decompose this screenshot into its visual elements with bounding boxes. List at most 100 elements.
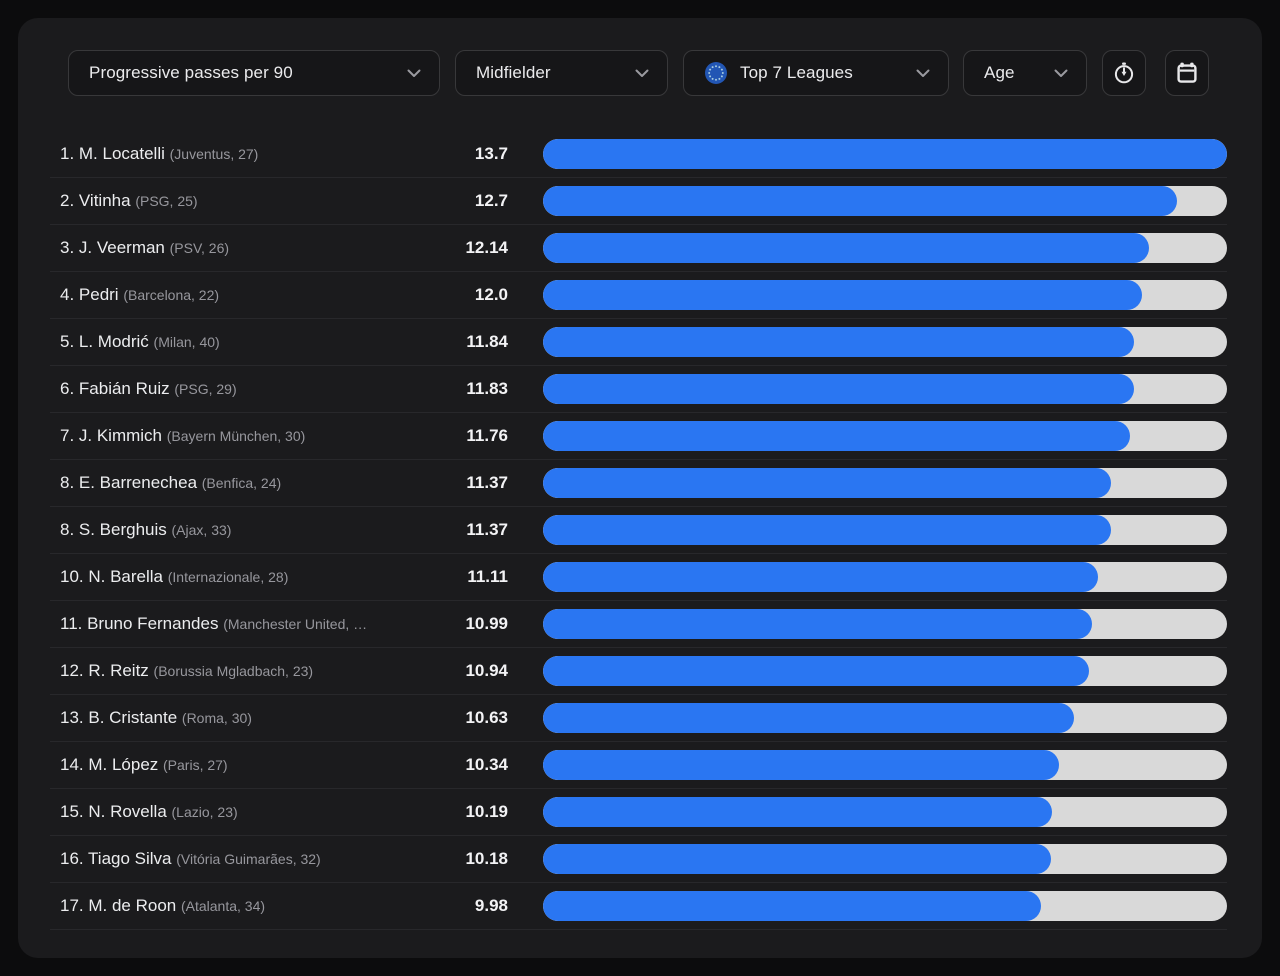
- bar-track: [543, 280, 1227, 310]
- player-row[interactable]: 6. Fabián Ruiz (PSG, 29) 11.83: [50, 366, 1227, 413]
- bar-track: [543, 186, 1227, 216]
- player-row[interactable]: 2. Vitinha (PSG, 25) 12.7: [50, 178, 1227, 225]
- player-row[interactable]: 5. L. Modrić (Milan, 40) 11.84: [50, 319, 1227, 366]
- chevron-down-icon: [635, 69, 649, 77]
- bar-track: [543, 421, 1227, 451]
- player-row[interactable]: 11. Bruno Fernandes (Manchester United, …: [50, 601, 1227, 648]
- bar-track: [543, 233, 1227, 263]
- bar-fill: [543, 797, 1052, 827]
- bar-cell: [543, 797, 1227, 827]
- player-team-age: (Internazionale, 28): [167, 569, 289, 585]
- player-team-age: (PSG, 29): [174, 381, 237, 397]
- player-row[interactable]: 15. N. Rovella (Lazio, 23) 10.19: [50, 789, 1227, 836]
- player-value: 10.63: [465, 708, 508, 727]
- bar-fill: [543, 891, 1042, 921]
- chevron-down-icon: [916, 69, 930, 77]
- player-row[interactable]: 10. N. Barella (Internazionale, 28) 11.1…: [50, 554, 1227, 601]
- player-name: 13. B. Cristante (Roma, 30): [60, 708, 252, 727]
- player-value: 12.7: [474, 191, 508, 210]
- bar-fill: [543, 280, 1143, 310]
- bar-track: [543, 609, 1227, 639]
- player-team-age: (Paris, 27): [163, 757, 228, 773]
- player-name: 2. Vitinha (PSG, 25): [60, 191, 198, 210]
- position-dropdown[interactable]: Midfielder: [455, 50, 668, 96]
- chevron-down-icon: [407, 69, 421, 77]
- bar-fill: [543, 750, 1060, 780]
- player-value: 12.14: [465, 238, 508, 257]
- league-dropdown-label: Top 7 Leagues: [740, 63, 853, 82]
- bar-cell: [543, 750, 1227, 780]
- bar-fill: [543, 609, 1092, 639]
- stopwatch-icon: [1114, 62, 1134, 84]
- player-row[interactable]: 8. E. Barrenechea (Benfica, 24) 11.37: [50, 460, 1227, 507]
- bar-track: [543, 374, 1227, 404]
- bar-cell: [543, 280, 1227, 310]
- bar-track: [543, 656, 1227, 686]
- player-value: 11.83: [466, 379, 508, 398]
- timer-button[interactable]: [1102, 50, 1146, 96]
- player-row[interactable]: 1. M. Locatelli (Juventus, 27) 13.7: [50, 131, 1227, 178]
- player-team-age: (Benfica, 24): [201, 475, 282, 491]
- player-value: 11.11: [467, 567, 508, 586]
- player-row[interactable]: 8. S. Berghuis (Ajax, 33) 11.37: [50, 507, 1227, 554]
- player-row[interactable]: 16. Tiago Silva (Vitória Guimarães, 32) …: [50, 836, 1227, 883]
- bar-track: [543, 139, 1227, 169]
- bar-fill: [543, 374, 1134, 404]
- position-dropdown-label: Midfielder: [476, 63, 551, 82]
- player-name: 5. L. Modrić (Milan, 40): [60, 332, 220, 351]
- bar-cell: [543, 562, 1227, 592]
- player-name: 15. N. Rovella (Lazio, 23): [60, 802, 238, 821]
- player-row[interactable]: 14. M. López (Paris, 27) 10.34: [50, 742, 1227, 789]
- player-value: 12.0: [474, 285, 508, 304]
- bar-track: [543, 515, 1227, 545]
- player-row[interactable]: 7. J. Kimmich (Bayern München, 30) 11.76: [50, 413, 1227, 460]
- player-value: 10.94: [465, 661, 508, 680]
- bar-fill: [543, 468, 1111, 498]
- player-row[interactable]: 17. M. de Roon (Atalanta, 34) 9.98: [50, 883, 1227, 930]
- stats-card: Progressive passes per 90 Midfielder: [18, 18, 1262, 958]
- player-name: 12. R. Reitz (Borussia Mgladbach, 23): [60, 661, 314, 680]
- bar-cell: [543, 515, 1227, 545]
- bar-fill: [543, 139, 1227, 169]
- player-row[interactable]: 12. R. Reitz (Borussia Mgladbach, 23) 10…: [50, 648, 1227, 695]
- player-row[interactable]: 13. B. Cristante (Roma, 30) 10.63: [50, 695, 1227, 742]
- player-team-age: (Vitória Guimarães, 32): [176, 851, 321, 867]
- player-name: 14. M. López (Paris, 27): [60, 755, 228, 774]
- bar-cell: [543, 374, 1227, 404]
- player-value: 10.19: [465, 802, 508, 821]
- bar-cell: [543, 844, 1227, 874]
- player-team-age: (Roma, 30): [181, 710, 252, 726]
- player-name: 8. E. Barrenechea (Benfica, 24): [60, 473, 282, 492]
- player-row[interactable]: 4. Pedri (Barcelona, 22) 12.0: [50, 272, 1227, 319]
- bar-cell: [543, 891, 1227, 921]
- player-name: 10. N. Barella (Internazionale, 28): [60, 567, 289, 586]
- player-team-age: (Manchester United, …: [223, 616, 368, 632]
- player-team-age: (Borussia Mgladbach, 23): [153, 663, 314, 679]
- player-team-age: (Milan, 40): [153, 334, 220, 350]
- age-dropdown[interactable]: Age: [963, 50, 1087, 96]
- player-team-age: (Barcelona, 22): [123, 287, 220, 303]
- player-value: 13.7: [474, 144, 508, 163]
- bar-fill: [543, 562, 1098, 592]
- calendar-icon: [1177, 62, 1197, 83]
- player-name: 17. M. de Roon (Atalanta, 34): [60, 896, 266, 915]
- player-value: 11.37: [466, 473, 508, 492]
- metric-dropdown[interactable]: Progressive passes per 90: [68, 50, 440, 96]
- metric-dropdown-label: Progressive passes per 90: [89, 63, 293, 82]
- player-team-age: (Lazio, 23): [171, 804, 238, 820]
- calendar-button[interactable]: [1165, 50, 1209, 96]
- player-team-age: (Ajax, 33): [171, 522, 232, 538]
- bar-cell: [543, 186, 1227, 216]
- bar-track: [543, 703, 1227, 733]
- bar-track: [543, 327, 1227, 357]
- player-row[interactable]: 3. J. Veerman (PSV, 26) 12.14: [50, 225, 1227, 272]
- bar-cell: [543, 468, 1227, 498]
- league-dropdown[interactable]: Top 7 Leagues: [683, 50, 949, 96]
- player-value: 11.76: [466, 426, 508, 445]
- bar-fill: [543, 233, 1150, 263]
- player-name: 4. Pedri (Barcelona, 22): [60, 285, 220, 304]
- bar-track: [543, 891, 1227, 921]
- bar-track: [543, 468, 1227, 498]
- bar-fill: [543, 186, 1178, 216]
- bar-cell: [543, 327, 1227, 357]
